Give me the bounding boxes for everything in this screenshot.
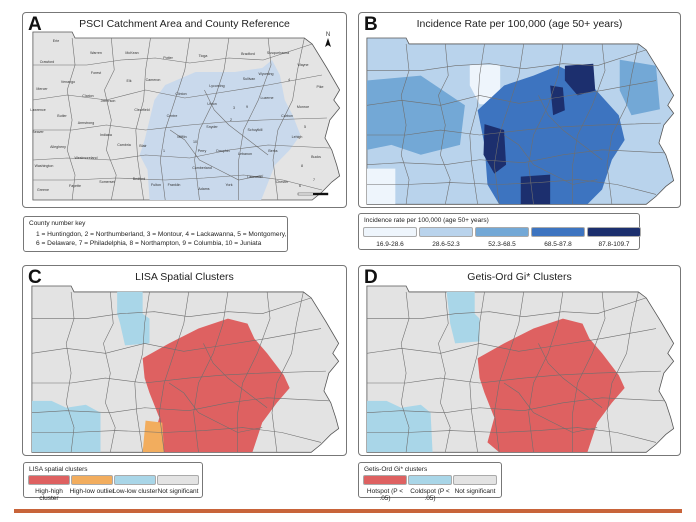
legend-swatch [475, 227, 529, 237]
legend-swatch [531, 227, 585, 237]
panel-letter: B [364, 14, 378, 35]
legend-swatch [363, 227, 417, 237]
legend-label: Not significant [454, 488, 496, 495]
county-number-key: County number key 1 = Huntingdon, 2 = No… [23, 216, 288, 252]
panel-title: Getis-Ord Gi* Clusters [467, 271, 572, 283]
getis-ord-legend: Getis-Ord Gi* clusters Hotspot (P < .05)… [358, 462, 502, 502]
legend-label: 16.9-28.6 [376, 241, 404, 248]
legend-swatch [363, 475, 407, 485]
legend-swatch [114, 475, 156, 485]
panel-letter: A [28, 14, 42, 35]
legend-swatch [587, 227, 641, 237]
county-key-title: County number key [29, 220, 86, 227]
legend-label: Not significant [157, 488, 199, 495]
panel-b: B Incidence Rate per 100,000 (age 50+ ye… [358, 12, 681, 208]
legend-title: Incidence rate per 100,000 (age 50+ year… [364, 217, 489, 224]
legend-label: High-low outlier [69, 488, 115, 495]
legend-label: Hotspot (P < .05) [366, 488, 404, 502]
legend-title: Getis-Ord Gi* clusters [364, 466, 428, 473]
legend-label: 52.3-68.5 [488, 241, 516, 248]
legend-swatch [408, 475, 452, 485]
bottom-rule [14, 509, 682, 513]
legend-label: 28.6-52.3 [432, 241, 460, 248]
legend-label: High-high cluster [35, 488, 63, 502]
legend-swatch [157, 475, 199, 485]
panel-letter: C [28, 267, 42, 288]
panel-title: LISA Spatial Clusters [135, 271, 234, 283]
legend-label: Low-low cluster [112, 488, 158, 495]
legend-label: Coldspot (P < .05) [410, 488, 450, 502]
legend-swatch [28, 475, 70, 485]
panel-letter: D [364, 267, 378, 288]
legend-swatch [419, 227, 473, 237]
incidence-legend: Incidence rate per 100,000 (age 50+ year… [358, 213, 641, 250]
legend-label: 68.5-87.8 [544, 241, 572, 248]
legend-swatch [71, 475, 113, 485]
county-key-line: 6 = Delaware, 7 = Philadelphia, 8 = Nort… [36, 240, 262, 247]
panel-d: D Getis-Ord Gi* Clusters [358, 265, 681, 456]
panel-c: C LISA Spatial Clusters [22, 265, 347, 456]
legend-swatch [453, 475, 497, 485]
panel-a: A PSCI Catchment Area and County Referen… [22, 12, 347, 208]
panel-title: PSCI Catchment Area and County Reference [79, 18, 290, 30]
lisa-legend: LISA spatial clusters High-high cluster … [23, 462, 203, 502]
county-key-line: 1 = Huntingdon, 2 = Northumberland, 3 = … [36, 231, 287, 238]
legend-title: LISA spatial clusters [29, 466, 88, 473]
panel-title: Incidence Rate per 100,000 (age 50+ year… [416, 18, 623, 30]
legend-label: 87.8-109.7 [598, 241, 630, 248]
